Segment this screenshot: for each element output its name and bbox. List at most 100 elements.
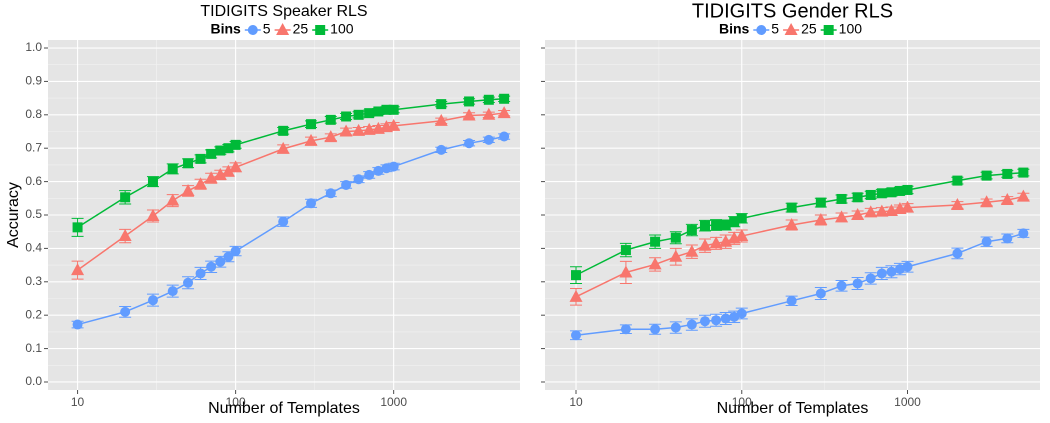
point (876, 268, 887, 279)
point (364, 108, 375, 119)
point (223, 251, 234, 262)
point (711, 220, 722, 231)
point (436, 99, 447, 110)
point (166, 193, 180, 206)
point (147, 176, 158, 187)
chart-title: TIDIGITS Gender RLS (692, 0, 893, 22)
point (711, 315, 722, 326)
point (464, 96, 475, 107)
x-tick-label: 1000 (380, 395, 407, 409)
legend-symbol (315, 25, 326, 35)
point (195, 268, 206, 279)
point (499, 93, 510, 104)
legend-title: Bins (719, 21, 750, 37)
legend-label: 100 (839, 21, 863, 37)
point (669, 249, 683, 262)
y-tick-label: 0.5 (25, 207, 42, 221)
point (276, 141, 290, 154)
point (483, 134, 494, 145)
point (894, 185, 905, 196)
point (619, 265, 633, 278)
point (278, 125, 289, 136)
legend-symbol (276, 23, 290, 35)
point (950, 197, 964, 210)
point (851, 208, 865, 220)
point (381, 104, 392, 115)
point (670, 232, 681, 243)
point (181, 183, 195, 196)
point (865, 273, 876, 284)
point (364, 169, 375, 180)
point (195, 153, 206, 164)
y-tick-label: 0.9 (25, 74, 42, 88)
point (865, 189, 876, 200)
point (886, 187, 897, 198)
point (980, 195, 994, 208)
point (436, 144, 447, 155)
point (720, 313, 731, 324)
point (194, 177, 208, 190)
point (339, 124, 353, 137)
point (362, 122, 376, 135)
legend-title: Bins (210, 21, 241, 37)
y-tick-label: 0.0 (25, 374, 42, 388)
point (278, 216, 289, 227)
point (876, 188, 887, 199)
point (650, 236, 661, 247)
point (388, 161, 399, 172)
point (229, 160, 243, 173)
point (719, 234, 733, 247)
point (221, 164, 235, 177)
legend: Bins 5 25 100 (719, 21, 862, 37)
point (341, 179, 352, 190)
point (981, 236, 992, 247)
point (499, 131, 510, 142)
point (497, 106, 511, 119)
y-tick-label: 0.6 (25, 174, 42, 188)
point (785, 218, 799, 231)
point (341, 111, 352, 122)
point (1018, 167, 1029, 178)
point (304, 133, 318, 146)
y-tick-label: 0.2 (25, 307, 42, 321)
y-tick-label: 0.7 (25, 140, 42, 154)
point (836, 193, 847, 204)
point (886, 266, 897, 277)
point (686, 225, 697, 236)
point (482, 107, 496, 120)
point (815, 288, 826, 299)
point (786, 202, 797, 213)
legend-label: 5 (263, 21, 271, 37)
point (1002, 233, 1013, 244)
point (720, 220, 731, 231)
point (464, 138, 475, 149)
point (901, 200, 915, 213)
legend-symbol (756, 25, 767, 35)
point (434, 113, 448, 126)
point (952, 175, 963, 186)
point (183, 277, 194, 288)
point (167, 163, 178, 174)
point (72, 319, 83, 330)
point (373, 165, 384, 176)
point (147, 295, 158, 306)
legend-label: 5 (771, 21, 779, 37)
point (981, 170, 992, 181)
point (648, 257, 662, 270)
y-tick-label: 0.1 (25, 341, 42, 355)
point (352, 123, 366, 136)
x-axis-label: Number of Templates (717, 400, 869, 417)
point (230, 246, 241, 257)
point (864, 205, 878, 218)
point (835, 210, 849, 223)
point (462, 108, 476, 121)
point (569, 289, 583, 302)
point (1000, 192, 1014, 205)
point (325, 114, 336, 125)
point (183, 158, 194, 169)
x-tick-label: 100 (732, 395, 752, 409)
point (729, 311, 740, 322)
y-tick-label: 1.0 (25, 40, 42, 54)
point (373, 106, 384, 117)
point (902, 184, 913, 195)
